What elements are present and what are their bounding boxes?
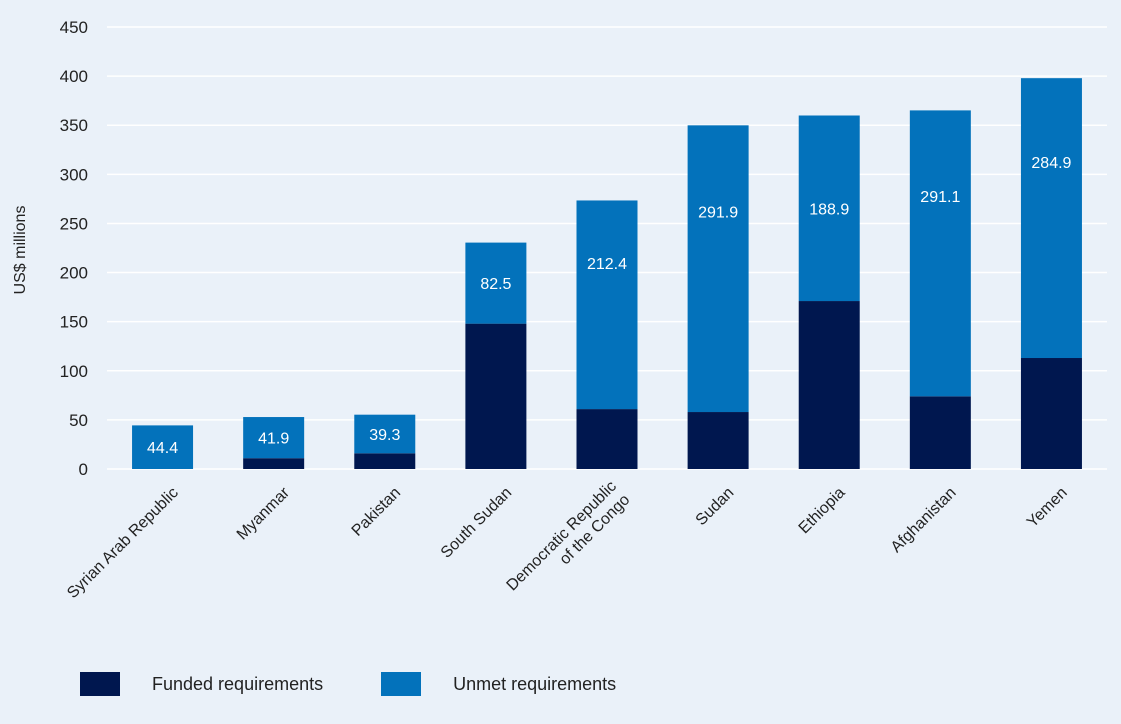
category-label: Afghanistan: [888, 484, 960, 556]
y-tick-label: 150: [60, 313, 88, 332]
legend-label-unmet: Unmet requirements: [453, 673, 617, 694]
y-tick-label: 50: [69, 411, 88, 430]
y-tick-label: 250: [60, 214, 88, 233]
category-label: Syrian Arab Republic: [64, 484, 182, 602]
y-tick-label: 200: [60, 264, 88, 283]
legend-swatch-unmet: [381, 672, 422, 696]
bar-unmet: [687, 125, 749, 413]
y-tick-label: 100: [60, 362, 88, 381]
category-label: Ethiopia: [796, 484, 849, 537]
bar-funded: [465, 323, 527, 469]
y-tick-label: 400: [60, 67, 88, 86]
data-label: 44.4: [147, 440, 178, 457]
data-label: 188.9: [809, 201, 849, 218]
category-label: Pakistan: [349, 484, 404, 539]
y-axis-title: US$ millions: [12, 206, 29, 295]
legend-item-funded: Funded requirements: [80, 672, 323, 696]
category-label: Myanmar: [234, 484, 294, 544]
category-label-line: Sudan: [693, 484, 738, 529]
bar-unmet: [354, 414, 416, 454]
data-labels: 44.4 41.9 39.3 82.5 212.4 291.9 188.9 291.1 284.…: [147, 155, 1072, 457]
bar-funded: [243, 458, 305, 469]
legend-swatch-funded: [80, 672, 120, 696]
data-label: 82.5: [480, 276, 511, 293]
stacked-bar-chart: 0 50 100 150 200 250 300 350 400 450 US$ millions…: [12, 18, 1107, 602]
data-label: 41.9: [258, 431, 289, 448]
bar-unmet: [1020, 78, 1082, 359]
legend-item-unmet: Unmet requirements: [381, 672, 616, 696]
bar-unmet: [243, 417, 305, 459]
data-label: 39.3: [369, 427, 400, 444]
category-label-line: Myanmar: [234, 484, 294, 544]
category-label-line: Ethiopia: [796, 484, 849, 537]
bar-funded: [909, 396, 971, 469]
bar-unmet: [465, 242, 527, 324]
category-label: South Sudan: [438, 484, 515, 561]
bar-unmet: [909, 110, 971, 397]
data-label: 291.1: [920, 189, 960, 206]
data-label: 212.4: [587, 256, 627, 273]
bar-funded: [687, 412, 749, 469]
category-label: Yemen: [1024, 484, 1071, 531]
bars: [132, 78, 1082, 469]
bar-unmet: [132, 425, 194, 469]
bar-funded: [1020, 358, 1082, 469]
category-label: Sudan: [693, 484, 738, 529]
legend-label-funded: Funded requirements: [152, 673, 324, 694]
bar-unmet: [576, 200, 638, 410]
data-label: 291.9: [698, 204, 738, 221]
category-label-line: Afghanistan: [888, 484, 960, 556]
y-tick-label: 0: [79, 460, 88, 479]
bar-unmet: [798, 115, 860, 302]
bar-funded: [798, 301, 860, 469]
legend: Funded requirements Unmet requirements: [80, 672, 674, 696]
category-label-line: Pakistan: [349, 484, 404, 539]
y-axis-ticks: 0 50 100 150 200 250 300 350 400 450: [60, 18, 88, 479]
data-label: 284.9: [1031, 155, 1071, 172]
bar-funded: [576, 409, 638, 469]
bar-funded: [354, 453, 416, 469]
category-label-line: Yemen: [1024, 484, 1071, 531]
y-tick-label: 450: [60, 18, 88, 37]
category-label-line: Democratic Republic: [504, 478, 620, 594]
category-label-line: South Sudan: [438, 484, 515, 561]
y-tick-label: 300: [60, 165, 88, 184]
category-labels: Syrian Arab Republic Myanmar Pakistan South…: [64, 478, 1071, 602]
category-label-line: Syrian Arab Republic: [64, 484, 182, 602]
y-tick-label: 350: [60, 116, 88, 135]
